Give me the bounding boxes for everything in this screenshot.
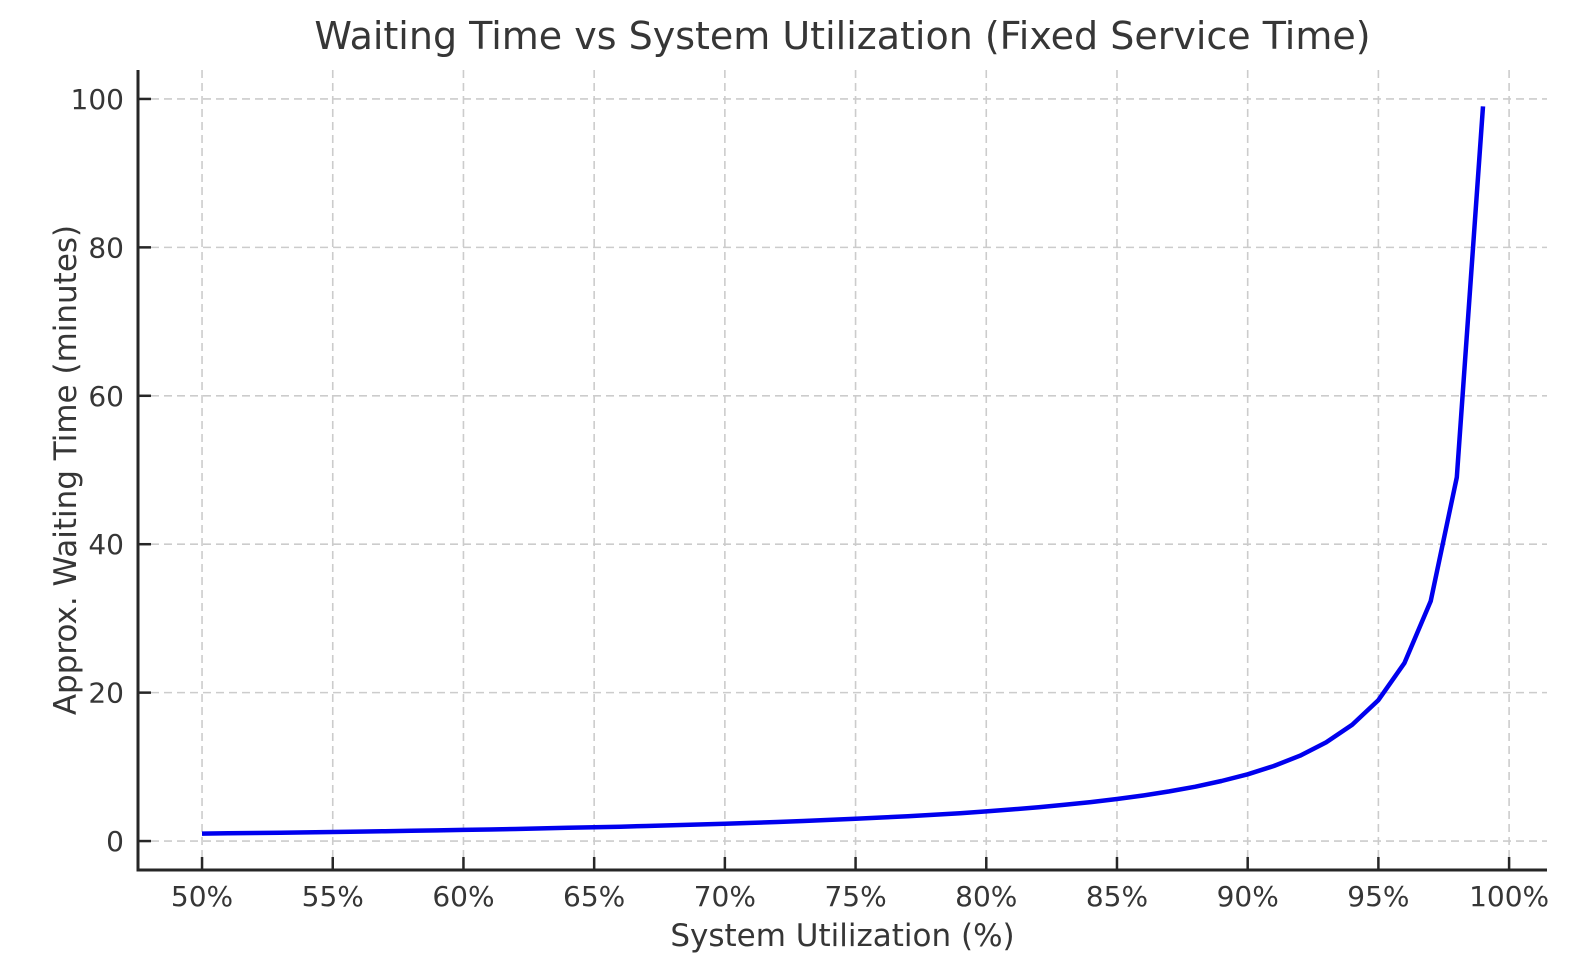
x-tick-label: 95%	[1347, 880, 1409, 913]
x-tick-label: 75%	[824, 880, 886, 913]
y-tick-label: 0	[106, 825, 124, 858]
y-tick-label: 100	[71, 83, 124, 116]
y-tick-label: 80	[88, 231, 124, 264]
x-tick-label: 100%	[1469, 880, 1549, 913]
x-tick-label: 70%	[694, 880, 756, 913]
data-line-waiting-time-curve	[201, 106, 1486, 836]
y-tick-label: 40	[88, 528, 124, 561]
y-tick-label: 20	[88, 677, 124, 710]
x-tick-label: 65%	[563, 880, 625, 913]
x-tick-label: 55%	[302, 880, 364, 913]
x-tick-label: 85%	[1086, 880, 1148, 913]
y-tick-label: 60	[88, 380, 124, 413]
x-tick-label: 60%	[432, 880, 494, 913]
x-tick-label: 50%	[171, 880, 233, 913]
x-tick-label: 90%	[1217, 880, 1279, 913]
x-axis-label: System Utilization (%)	[670, 918, 1015, 954]
x-tick-label: 80%	[955, 880, 1017, 913]
chart-title: Waiting Time vs System Utilization (Fixe…	[314, 14, 1371, 58]
